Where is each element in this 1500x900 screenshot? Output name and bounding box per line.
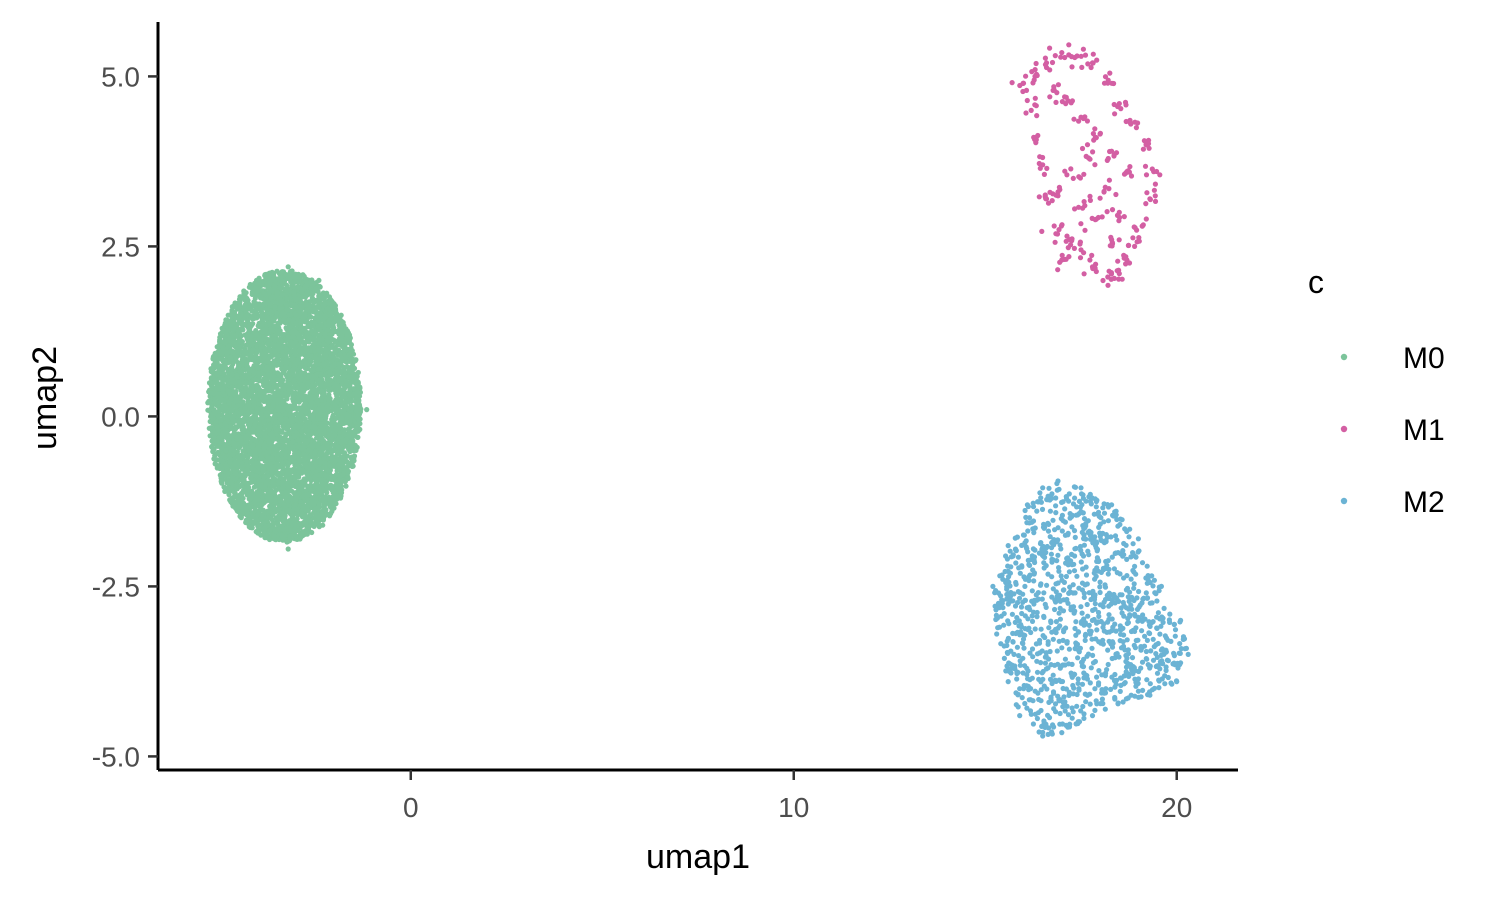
m0-point [242, 332, 248, 338]
m0-point [240, 327, 246, 333]
m0-point [341, 346, 348, 352]
m0-point [343, 483, 349, 489]
m0-point [283, 416, 289, 422]
m0-point [302, 319, 308, 325]
m0-point [213, 457, 219, 463]
m0-point [355, 369, 361, 376]
m0-point [231, 430, 237, 436]
m0-point [277, 306, 283, 312]
m0-point [255, 496, 261, 503]
m0-point [218, 333, 224, 339]
m0-point [208, 414, 214, 420]
m0-point [275, 397, 282, 403]
m0-point [309, 529, 315, 536]
m0-point [222, 420, 228, 426]
m0-point [297, 536, 303, 542]
plot-points [205, 42, 1191, 739]
m0-point [312, 425, 318, 431]
m0-point [237, 472, 243, 478]
m0-point [305, 330, 311, 336]
m0-point [221, 441, 227, 448]
m0-point [253, 483, 259, 489]
m0-point [246, 357, 252, 363]
m0-point [234, 410, 240, 416]
m0-point [339, 333, 345, 339]
m0-point [296, 491, 302, 497]
m0-point [288, 324, 294, 330]
m0-point [228, 499, 234, 505]
m0-point [249, 291, 255, 297]
m0-point [293, 533, 299, 539]
m0-point [210, 430, 216, 436]
m0-point [265, 314, 271, 321]
m0-point [237, 332, 244, 338]
m0-point [265, 455, 271, 461]
m0-point [312, 335, 318, 341]
m0-point [341, 404, 347, 410]
m0-point [332, 442, 338, 448]
m0-point [288, 403, 294, 409]
m0-point [357, 421, 363, 427]
m0-point [321, 506, 328, 512]
m0-point [243, 290, 249, 296]
m0-point [208, 425, 214, 431]
m0-point [340, 455, 346, 461]
m0-point [224, 332, 230, 338]
m0-point [351, 357, 357, 364]
m0-point [301, 273, 307, 279]
m0-point [284, 539, 290, 545]
m0-point [276, 526, 282, 533]
m0-point [293, 321, 299, 327]
m0-point [217, 339, 223, 345]
m0-point [286, 381, 293, 387]
m0-point [233, 355, 239, 361]
m0-point [221, 339, 227, 345]
m0-point [237, 337, 243, 343]
m0-point [259, 491, 265, 497]
m0-point [355, 389, 361, 395]
m0-point [312, 483, 319, 489]
m0-point [332, 477, 338, 483]
m0-point [251, 299, 257, 305]
m0-point [232, 493, 238, 499]
m0-point [248, 392, 254, 398]
m0-point [355, 403, 361, 410]
